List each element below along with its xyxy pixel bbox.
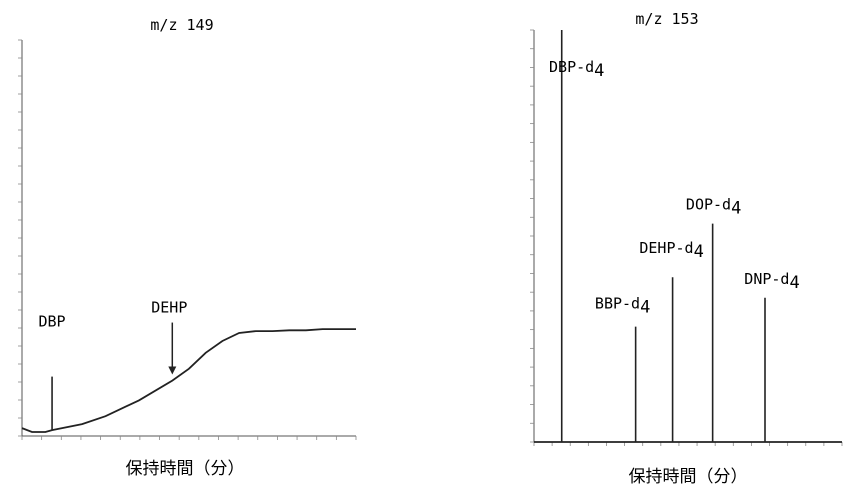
baseline-trace [21,328,356,433]
chart-panel-mz149: m/z 149 保持時間（分） DBP DEHP [18,16,357,479]
peak-label: DNP-d4 [744,270,799,293]
chart-panel-mz153: m/z 153 保持時間（分） DBP-d4 BBP-d4 DEHP-d4 DOP-d… [530,10,843,487]
chart-title: m/z 149 [150,16,213,34]
peak-label: DBP [39,313,66,331]
peak-label: DEHP [151,299,187,317]
peak-label: BBP-d4 [595,295,650,318]
x-axis-label: 保持時間（分） [126,459,245,479]
x-axis-label: 保持時間（分） [629,467,748,487]
peak-label: DEHP-d4 [639,239,703,262]
peak-label: DBP-d4 [549,58,604,81]
peak-arrowhead [168,366,177,375]
chart-title: m/z 153 [635,10,698,28]
peak-label: DOP-d4 [686,196,741,219]
